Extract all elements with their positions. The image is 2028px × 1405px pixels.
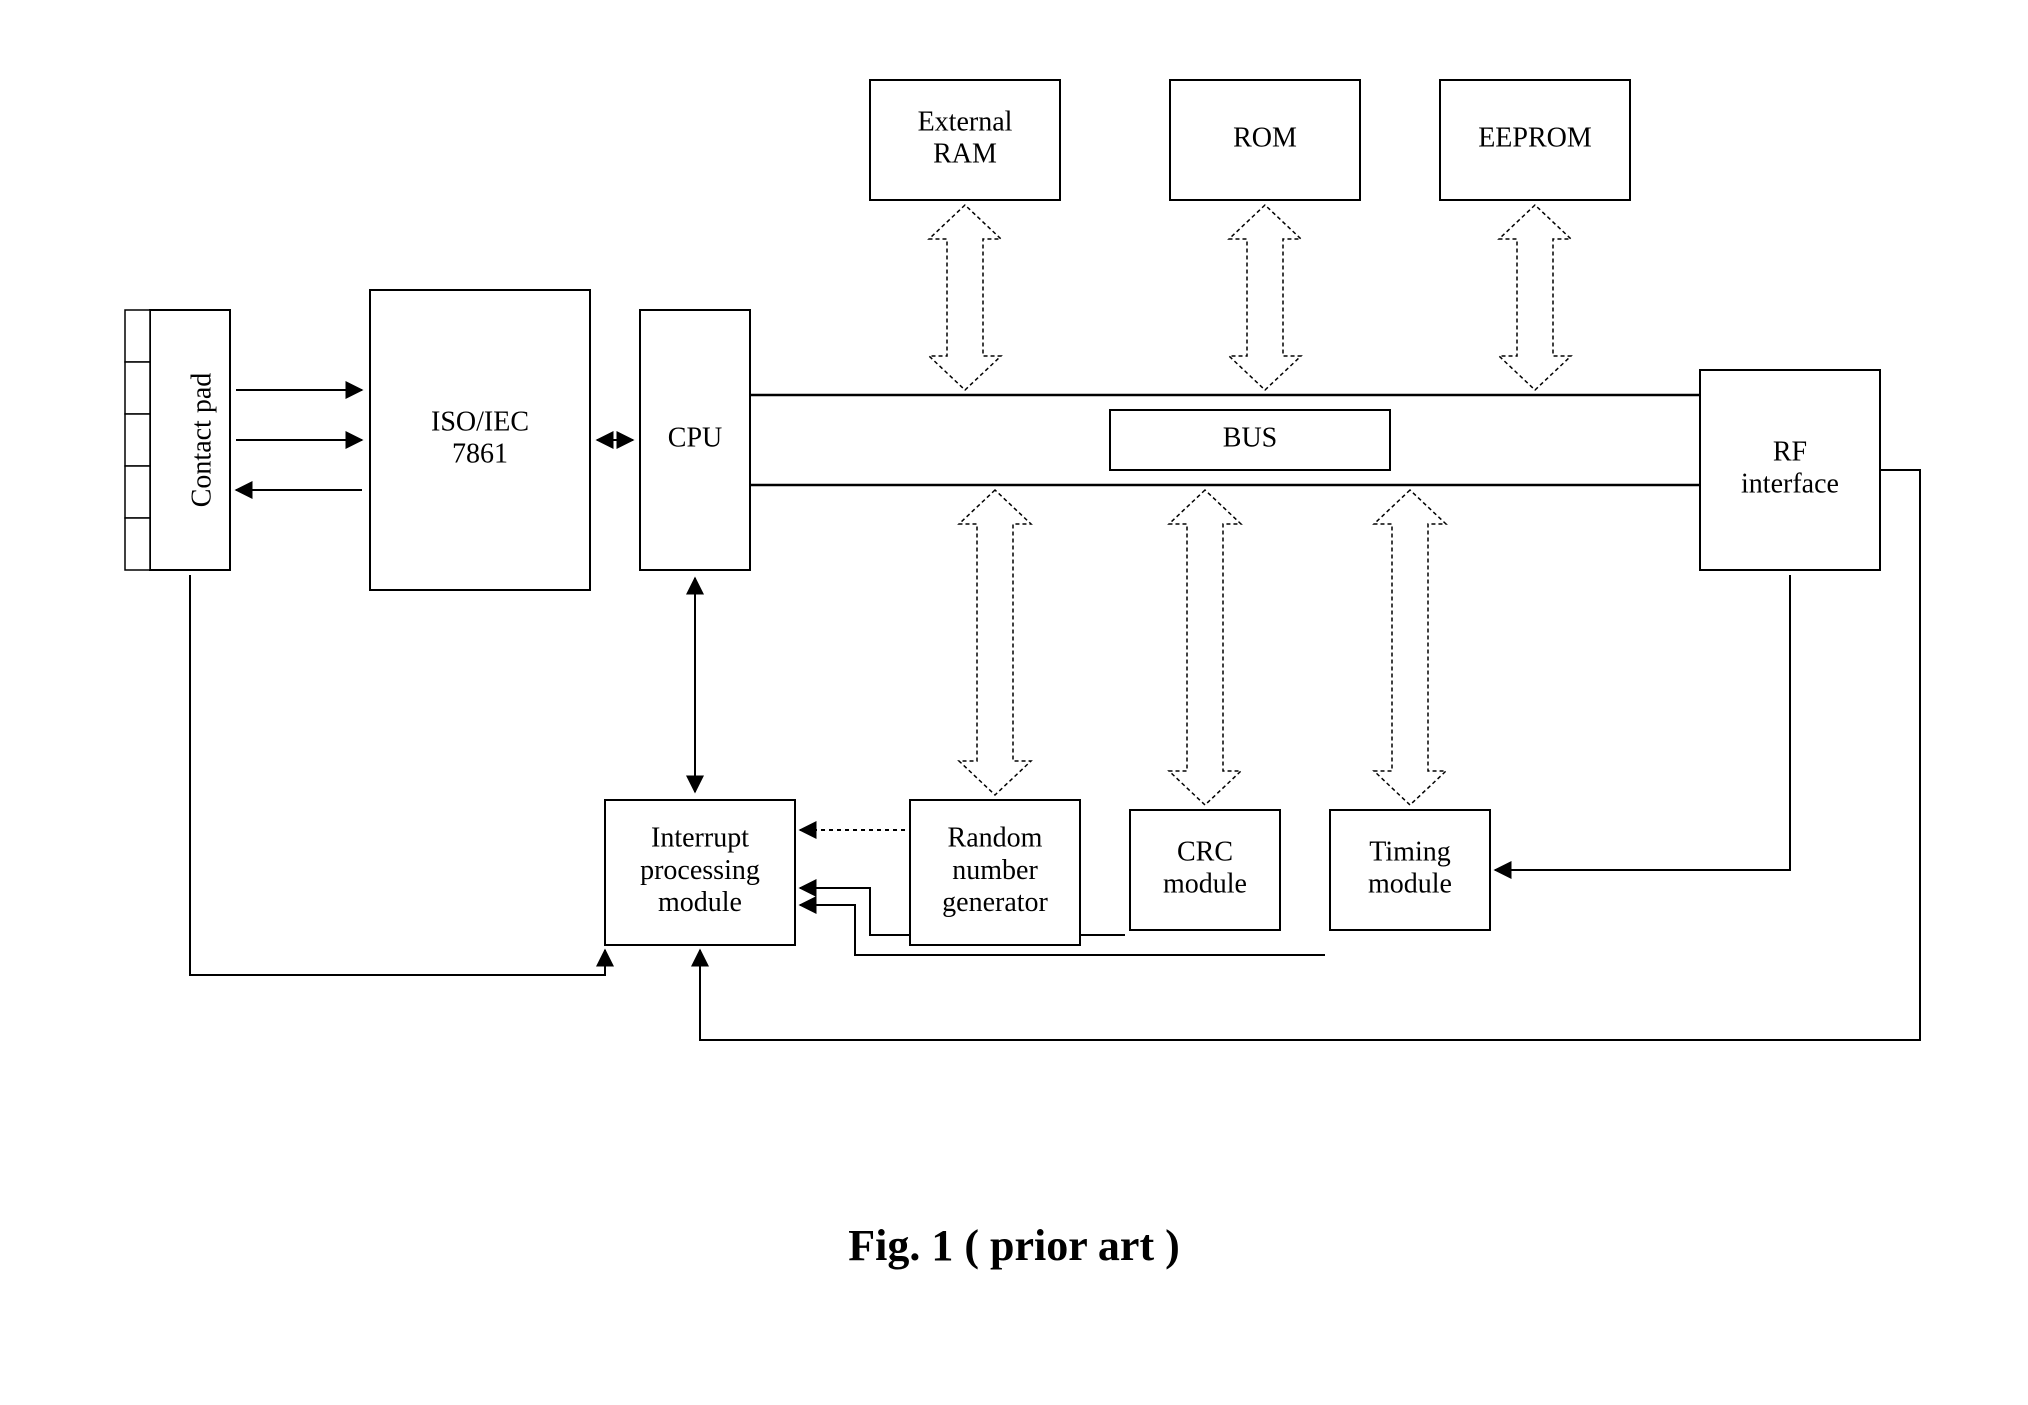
bus-fat-arrow: [929, 205, 1001, 390]
node-label-crc: CRC: [1177, 836, 1233, 867]
node-label-bus_label: BUS: [1223, 422, 1277, 453]
node-label-ext_ram: RAM: [933, 139, 997, 170]
bus-fat-arrow: [1374, 490, 1446, 805]
contact-to-interrupt: [190, 575, 605, 975]
contact-pad-cell: [125, 310, 150, 362]
rf-to-timing: [1495, 575, 1790, 870]
node-label-timing: Timing: [1369, 836, 1450, 867]
node-interrupt: Interruptprocessingmodule: [605, 800, 795, 945]
node-label-cpu: CPU: [668, 422, 722, 453]
node-bus_label: BUS: [1110, 410, 1390, 470]
node-rom: ROM: [1170, 80, 1360, 200]
node-label-eeprom: EEPROM: [1478, 122, 1592, 153]
node-timing: Timingmodule: [1330, 810, 1490, 930]
node-rng: Randomnumbergenerator: [910, 800, 1080, 945]
node-contact_pad: Contact pad: [150, 310, 230, 570]
node-label-contact_pad: Contact pad: [186, 373, 217, 508]
node-ext_ram: ExternalRAM: [870, 80, 1060, 200]
node-label-rng: number: [952, 855, 1038, 886]
node-label-rng: generator: [942, 887, 1048, 918]
node-label-interrupt: module: [658, 887, 742, 918]
bus-fat-arrow: [1169, 490, 1241, 805]
contact-pad-cell: [125, 466, 150, 518]
node-label-interrupt: Interrupt: [651, 823, 749, 854]
node-label-timing: module: [1368, 869, 1452, 900]
node-label-iso: 7861: [452, 439, 508, 470]
node-iso: ISO/IEC7861: [370, 290, 590, 590]
caption-layer: Fig. 1 ( prior art ): [848, 1221, 1180, 1270]
node-eeprom: EEPROM: [1440, 80, 1630, 200]
node-cpu: CPU: [640, 310, 750, 570]
node-crc: CRCmodule: [1130, 810, 1280, 930]
fat-arrows-layer: [929, 205, 1571, 805]
contact-pad-cell: [125, 414, 150, 466]
diagram-container: Contact pad ISO/IEC7861 CPU ExternalRAM ROM E…: [0, 0, 2028, 1405]
node-label-rng: Random: [948, 823, 1043, 854]
node-label-rf: RF: [1773, 436, 1807, 467]
bus-fat-arrow: [1229, 205, 1301, 390]
figure-caption: Fig. 1 ( prior art ): [848, 1221, 1180, 1270]
bus-fat-arrow: [1499, 205, 1571, 390]
contact-pad-cell: [125, 518, 150, 570]
node-rf: RFinterface: [1700, 370, 1880, 570]
diagram-svg: Contact pad ISO/IEC7861 CPU ExternalRAM ROM E…: [0, 0, 2028, 1405]
node-label-iso: ISO/IEC: [431, 406, 529, 437]
bus-fat-arrow: [959, 490, 1031, 795]
node-label-ext_ram: External: [918, 106, 1013, 137]
node-label-crc: module: [1163, 869, 1247, 900]
node-label-rom: ROM: [1233, 122, 1297, 153]
node-label-rf: interface: [1741, 469, 1839, 500]
node-label-interrupt: processing: [640, 855, 760, 886]
contact-pad-cell: [125, 362, 150, 414]
